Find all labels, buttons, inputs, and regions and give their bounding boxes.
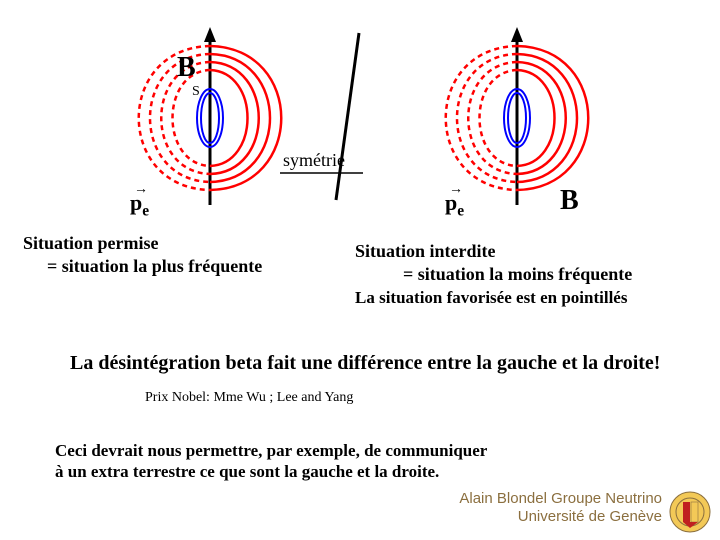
footer-l1: Alain Blondel Groupe Neutrino: [459, 490, 662, 508]
label-S-left: S: [192, 84, 200, 100]
left-loops-dashed: [139, 46, 210, 190]
pe-right-e: e: [457, 202, 464, 219]
conclusion-line: La désintégration beta fait une différen…: [70, 352, 660, 375]
label-pe-right: → pe: [445, 185, 464, 217]
nobel-line: Prix Nobel: Mme Wu ; Lee and Yang: [145, 390, 353, 406]
university-seal-icon: [668, 490, 712, 534]
left-loops-solid: [210, 46, 281, 190]
favorisee-note: La situation favorisée est en pointillés: [355, 287, 632, 308]
right-loops-solid: [517, 46, 588, 190]
situation-permise: Situation permise = situation la plus fr…: [23, 232, 262, 277]
situation-interdite-l2: = situation la moins fréquente: [355, 263, 632, 286]
label-pe-left: → pe: [130, 185, 149, 217]
situation-permise-l1: Situation permise: [23, 232, 262, 255]
right-arrow-head: [511, 27, 523, 42]
pe-left-p: p: [130, 190, 142, 215]
footer-l2: Université de Genève: [459, 508, 662, 526]
label-B-left: B: [177, 52, 196, 84]
footer-credit: Alain Blondel Groupe Neutrino Université…: [459, 490, 662, 526]
label-B-right: B: [560, 185, 579, 217]
communiquer-note: Ceci devrait nous permettre, par exemple…: [55, 440, 487, 483]
pe-right-p: p: [445, 190, 457, 215]
left-arrow-head: [204, 27, 216, 42]
communiquer-l1: Ceci devrait nous permettre, par exemple…: [55, 440, 487, 461]
pe-left-e: e: [142, 202, 149, 219]
situation-interdite-l1: Situation interdite: [355, 240, 632, 263]
label-symetrie: symétrie: [283, 150, 345, 171]
mirror-line: [336, 33, 359, 200]
situation-interdite: Situation interdite = situation la moins…: [355, 240, 632, 308]
situation-permise-l2: = situation la plus fréquente: [23, 255, 262, 278]
communiquer-l2: à un extra terrestre ce que sont la gauc…: [55, 461, 487, 482]
right-loops-dashed: [446, 46, 517, 190]
